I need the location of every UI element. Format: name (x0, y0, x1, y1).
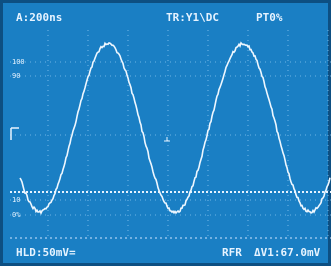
trigger: TR:Y1\DC (166, 11, 219, 24)
scale-label: 90 (12, 72, 20, 80)
mode: RFR (222, 246, 242, 259)
timebase: A:200ns (16, 11, 62, 24)
scale-label: 100 (12, 58, 25, 66)
scale-label: 0% (12, 211, 21, 219)
oscilloscope-screen: A:200ns TR:Y1\DC PT0% 100 90 10 0% HLD:5… (0, 0, 331, 266)
pretrigger: PT0% (256, 11, 283, 24)
hold: HLD:50mV= (16, 246, 76, 259)
scale-label: 10 (12, 196, 20, 204)
delta: ΔV1:67.0mV (254, 246, 321, 259)
screen-background (0, 0, 331, 266)
